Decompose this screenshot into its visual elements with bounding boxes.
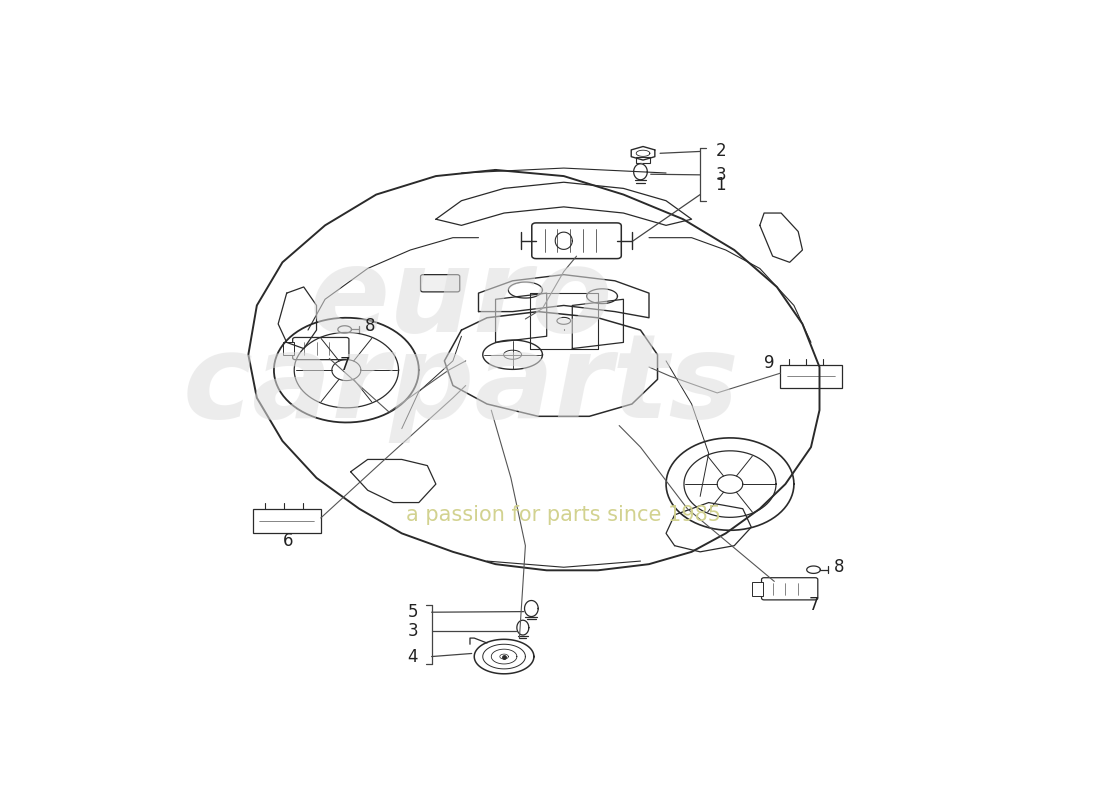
Text: 5: 5	[408, 603, 418, 622]
Text: 8: 8	[365, 318, 375, 335]
FancyBboxPatch shape	[761, 578, 817, 600]
FancyBboxPatch shape	[780, 365, 842, 388]
FancyBboxPatch shape	[531, 223, 621, 258]
Text: 1: 1	[715, 176, 726, 194]
Text: a passion for parts since 1985: a passion for parts since 1985	[406, 505, 722, 525]
Text: 3: 3	[408, 622, 418, 640]
Text: 6: 6	[283, 532, 294, 550]
FancyBboxPatch shape	[636, 157, 650, 163]
FancyBboxPatch shape	[293, 338, 349, 360]
Text: carparts: carparts	[183, 328, 740, 443]
Text: euro: euro	[310, 242, 613, 357]
Text: 2: 2	[715, 142, 726, 161]
FancyBboxPatch shape	[253, 509, 321, 534]
Text: 7: 7	[808, 596, 818, 614]
FancyBboxPatch shape	[420, 274, 460, 292]
Text: 9: 9	[764, 354, 774, 372]
FancyBboxPatch shape	[284, 342, 295, 355]
Text: 7: 7	[340, 355, 350, 374]
Text: 4: 4	[408, 647, 418, 666]
Text: 8: 8	[834, 558, 845, 576]
Text: 3: 3	[715, 166, 726, 184]
FancyBboxPatch shape	[752, 582, 763, 595]
